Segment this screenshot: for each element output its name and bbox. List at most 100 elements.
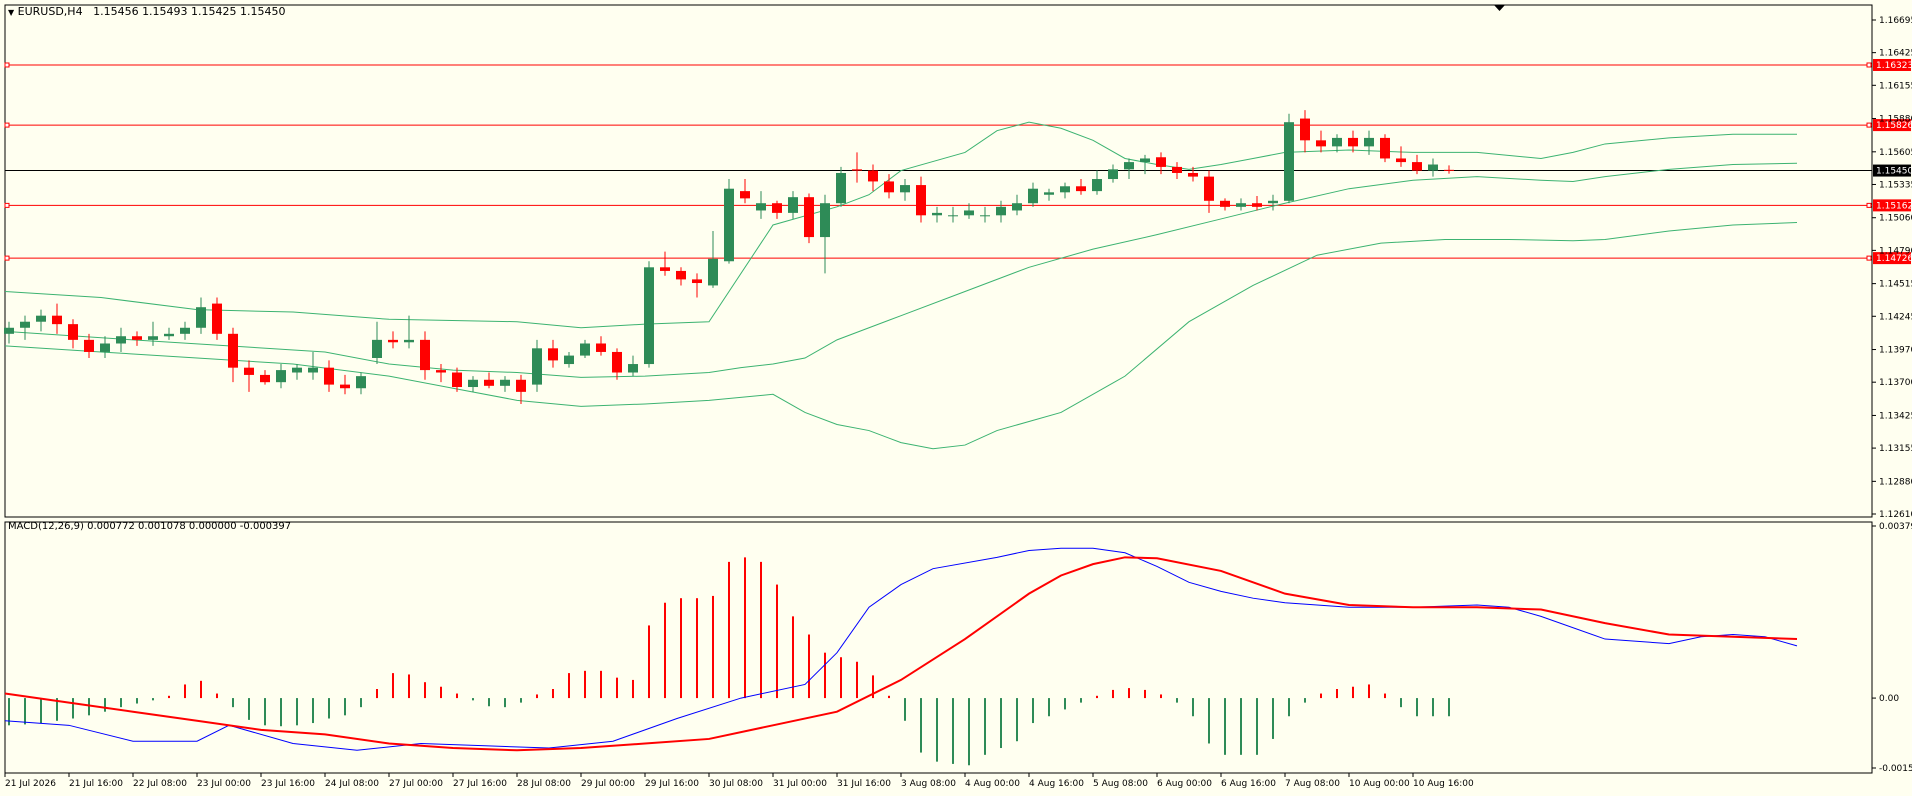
level-anchor-handle[interactable] (4, 122, 10, 128)
candle-body[interactable] (676, 270, 686, 280)
candle-body[interactable] (1348, 137, 1358, 147)
candle-body[interactable] (228, 333, 238, 368)
candle-body[interactable] (4, 327, 14, 334)
candle-body[interactable] (244, 367, 254, 375)
candle-body[interactable] (612, 351, 622, 373)
price-levels[interactable]: 1.16323 1.15826 1.15162 1.14726 1.15450 (4, 58, 1912, 265)
candle-body[interactable] (1140, 158, 1150, 163)
candle-body[interactable] (1268, 200, 1278, 204)
candle-body[interactable] (196, 307, 206, 328)
candle-body[interactable] (1380, 137, 1390, 159)
candle-body[interactable] (628, 364, 638, 373)
candle-body[interactable] (1124, 162, 1134, 170)
candle-body[interactable] (1428, 164, 1438, 171)
candle-body[interactable] (1172, 166, 1182, 173)
candle-body[interactable] (1028, 188, 1038, 204)
chart-shift-marker-icon[interactable] (1494, 5, 1505, 11)
candle-body[interactable] (148, 336, 158, 340)
candle-body[interactable] (660, 267, 670, 271)
candle-body[interactable] (948, 215, 958, 217)
candle-body[interactable] (180, 327, 190, 334)
candle-body[interactable] (980, 215, 990, 217)
candle-body[interactable] (1412, 162, 1422, 171)
candle-body[interactable] (532, 348, 542, 385)
candle-body[interactable] (116, 336, 126, 344)
candle-body[interactable] (740, 191, 750, 199)
candle-body[interactable] (644, 267, 654, 365)
candle-body[interactable] (516, 379, 526, 392)
candle-body[interactable] (308, 367, 318, 373)
candle-body[interactable] (1012, 203, 1022, 211)
candle-body[interactable] (420, 339, 430, 371)
candle-body[interactable] (1204, 176, 1214, 201)
candle-body[interactable] (1220, 200, 1230, 207)
level-anchor-handle[interactable] (4, 62, 10, 68)
candle-body[interactable] (468, 379, 478, 388)
candle-body[interactable] (388, 339, 398, 343)
candle-body[interactable] (868, 170, 878, 182)
candle-body[interactable] (1188, 172, 1198, 177)
level-anchor-handle[interactable] (1866, 202, 1872, 208)
candle-body[interactable] (436, 370, 446, 373)
candle-body[interactable] (1092, 179, 1102, 192)
candle-body[interactable] (52, 315, 62, 325)
candle-body[interactable] (20, 321, 30, 328)
candle-body[interactable] (164, 333, 174, 337)
candle-body[interactable] (372, 339, 382, 358)
level-anchor-handle[interactable] (4, 202, 10, 208)
candle-body[interactable] (1444, 169, 1454, 171)
candle-body[interactable] (724, 188, 734, 262)
candle-body[interactable] (772, 203, 782, 213)
candle-body[interactable] (1044, 192, 1054, 195)
candle-body[interactable] (1364, 137, 1374, 147)
candle-body[interactable] (932, 212, 942, 216)
candle-body[interactable] (1332, 137, 1342, 147)
candle-body[interactable] (36, 315, 46, 322)
candle-body[interactable] (548, 348, 558, 361)
level-anchor-handle[interactable] (1866, 122, 1872, 128)
candle-body[interactable] (260, 374, 270, 383)
candle-body[interactable] (324, 367, 334, 385)
candle-body[interactable] (708, 258, 718, 286)
candle-body[interactable] (1156, 157, 1166, 167)
candle-body[interactable] (84, 339, 94, 352)
candle-body[interactable] (916, 185, 926, 216)
candle-body[interactable] (580, 343, 590, 356)
candle-body[interactable] (100, 343, 110, 352)
candle-body[interactable] (1076, 186, 1086, 192)
candle-body[interactable] (484, 379, 494, 386)
candle-body[interactable] (804, 197, 814, 238)
candle-body[interactable] (836, 172, 846, 204)
candle-body[interactable] (404, 339, 414, 343)
candle-body[interactable] (564, 355, 574, 365)
candle-body[interactable] (1252, 203, 1262, 207)
candle-body[interactable] (900, 185, 910, 193)
candle-body[interactable] (1236, 203, 1246, 207)
macd-panel[interactable]: 0.00379 0.00 -0.00154 (4, 522, 1912, 774)
level-anchor-handle[interactable] (1866, 255, 1872, 261)
candle-body[interactable] (68, 324, 78, 340)
candle-body[interactable] (292, 367, 302, 373)
candle-body[interactable] (692, 279, 702, 284)
level-anchor-handle[interactable] (4, 255, 10, 261)
candle-body[interactable] (884, 181, 894, 193)
candle-body[interactable] (1396, 158, 1406, 163)
candle-body[interactable] (132, 336, 142, 340)
candle-body[interactable] (212, 303, 222, 334)
candle-body[interactable] (1108, 169, 1118, 180)
candle-body[interactable] (1284, 122, 1294, 201)
candle-body[interactable] (964, 210, 974, 216)
candle-body[interactable] (596, 343, 606, 352)
candle-body[interactable] (1060, 186, 1070, 193)
level-anchor-handle[interactable] (1866, 62, 1872, 68)
dropdown-triangle-icon[interactable]: ▼ (8, 8, 15, 17)
candle-body[interactable] (340, 384, 350, 389)
candle-body[interactable] (276, 370, 286, 383)
candle-body[interactable] (1300, 118, 1310, 141)
candle-body[interactable] (756, 203, 766, 211)
candle-body[interactable] (1316, 140, 1326, 147)
candle-body[interactable] (500, 379, 510, 386)
candle-body[interactable] (356, 376, 366, 389)
